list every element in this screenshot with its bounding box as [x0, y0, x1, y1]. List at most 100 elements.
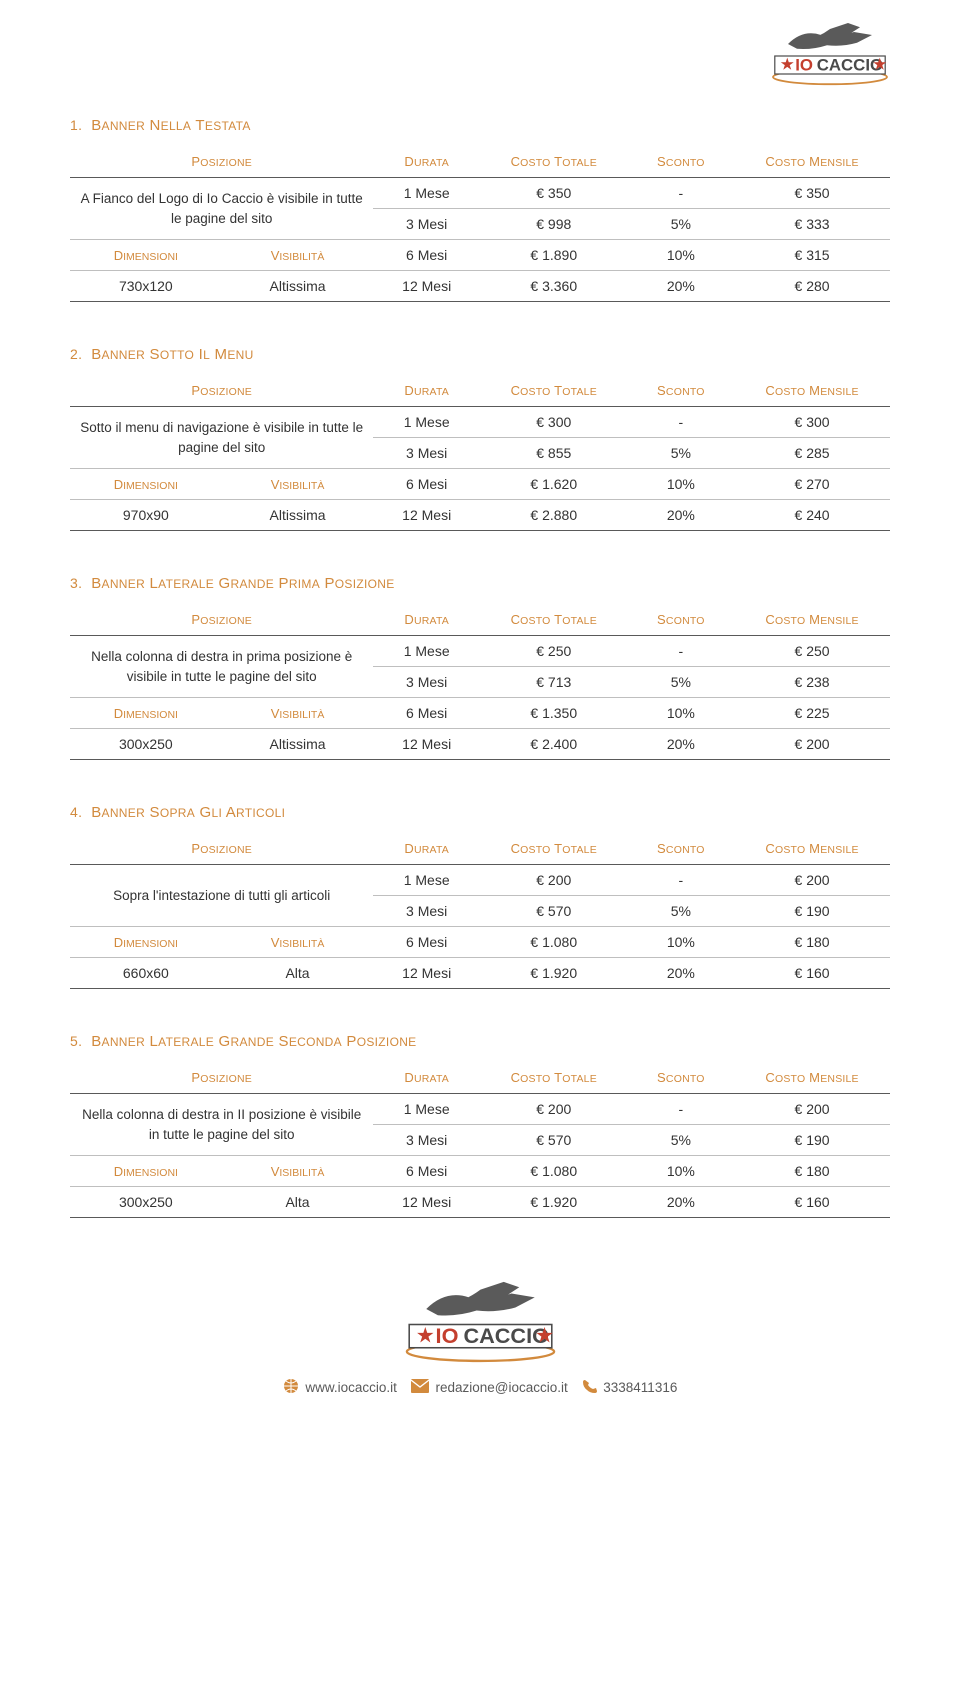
dimensioni-value: 300x250 [70, 729, 222, 760]
footer-logo: ★ IO CACCIO ★ [70, 1278, 890, 1366]
col-header: POSIZIONE [70, 377, 373, 407]
col-header: COSTO MENSILE [734, 148, 890, 178]
cell-durata: 6 Mesi [373, 698, 480, 729]
position-description: A Fianco del Logo di Io Caccio è visibil… [70, 178, 373, 240]
visibilita-value: Alta [222, 1187, 374, 1218]
footer-email: redazione@iocaccio.it [435, 1380, 567, 1395]
dimensioni-value: 300x250 [70, 1187, 222, 1218]
cell-mensile: € 160 [734, 1187, 890, 1218]
svg-text:IO: IO [435, 1323, 458, 1348]
col-header: SCONTO [628, 606, 735, 636]
cell-totale: € 570 [480, 1125, 628, 1156]
cell-sconto: 10% [628, 927, 735, 958]
cell-mensile: € 270 [734, 469, 890, 500]
col-header: POSIZIONE [70, 606, 373, 636]
pricing-section: 5. BANNER LATERALE GRANDE SECONDA POSIZI… [70, 1033, 890, 1218]
cell-mensile: € 333 [734, 209, 890, 240]
dimensioni-label: DIMENSIONI [70, 469, 222, 500]
cell-totale: € 350 [480, 178, 628, 209]
col-header: COSTO MENSILE [734, 377, 890, 407]
section-title: 1. BANNER NELLA TESTATA [70, 117, 890, 134]
cell-durata: 6 Mesi [373, 927, 480, 958]
cell-durata: 1 Mese [373, 636, 480, 667]
cell-durata: 1 Mese [373, 407, 480, 438]
dimensioni-value: 730x120 [70, 271, 222, 302]
cell-sconto: - [628, 865, 735, 896]
pricing-table: POSIZIONEDURATACOSTO TOTALESCONTOCOSTO M… [70, 835, 890, 989]
cell-mensile: € 180 [734, 927, 890, 958]
col-header: SCONTO [628, 835, 735, 865]
cell-sconto: 10% [628, 469, 735, 500]
col-header: COSTO TOTALE [480, 1064, 628, 1094]
dimensioni-label: DIMENSIONI [70, 240, 222, 271]
svg-text:IO: IO [795, 55, 813, 74]
table-row: DIMENSIONIVISIBILITÀ6 Mesi€ 1.08010%€ 18… [70, 927, 890, 958]
visibilita-label: VISIBILITÀ [222, 927, 374, 958]
visibilita-value: Altissima [222, 500, 374, 531]
cell-sconto: 10% [628, 698, 735, 729]
col-header: DURATA [373, 606, 480, 636]
svg-text:★: ★ [416, 1325, 433, 1346]
table-row: DIMENSIONIVISIBILITÀ6 Mesi€ 1.89010%€ 31… [70, 240, 890, 271]
section-title: 4. BANNER SOPRA GLI ARTICOLI [70, 804, 890, 821]
cell-sconto: 20% [628, 958, 735, 989]
visibilita-value: Altissima [222, 729, 374, 760]
col-header: COSTO TOTALE [480, 835, 628, 865]
cell-totale: € 1.890 [480, 240, 628, 271]
table-row: 970x90Altissima12 Mesi€ 2.88020%€ 240 [70, 500, 890, 531]
cell-durata: 1 Mese [373, 1094, 480, 1125]
table-row: DIMENSIONIVISIBILITÀ6 Mesi€ 1.62010%€ 27… [70, 469, 890, 500]
cell-mensile: € 350 [734, 178, 890, 209]
table-row: Sotto il menu di navigazione è visibile … [70, 407, 890, 438]
phone-icon [582, 1379, 597, 1397]
cell-totale: € 300 [480, 407, 628, 438]
cell-durata: 12 Mesi [373, 500, 480, 531]
col-header: POSIZIONE [70, 1064, 373, 1094]
col-header: COSTO MENSILE [734, 606, 890, 636]
svg-text:★: ★ [536, 1325, 553, 1346]
cell-totale: € 570 [480, 896, 628, 927]
cell-totale: € 200 [480, 865, 628, 896]
cell-totale: € 1.920 [480, 958, 628, 989]
cell-sconto: 5% [628, 438, 735, 469]
position-description: Nella colonna di destra in II posizione … [70, 1094, 373, 1156]
col-header: POSIZIONE [70, 835, 373, 865]
col-header: COSTO MENSILE [734, 835, 890, 865]
cell-durata: 12 Mesi [373, 729, 480, 760]
cell-mensile: € 300 [734, 407, 890, 438]
cell-mensile: € 160 [734, 958, 890, 989]
cell-durata: 3 Mesi [373, 1125, 480, 1156]
cell-mensile: € 285 [734, 438, 890, 469]
cell-durata: 6 Mesi [373, 1156, 480, 1187]
dimensioni-label: DIMENSIONI [70, 927, 222, 958]
footer-website: www.iocaccio.it [305, 1380, 397, 1395]
svg-text:★: ★ [781, 57, 794, 73]
cell-mensile: € 250 [734, 636, 890, 667]
cell-durata: 12 Mesi [373, 958, 480, 989]
cell-mensile: € 200 [734, 865, 890, 896]
cell-durata: 3 Mesi [373, 209, 480, 240]
section-title: 3. BANNER LATERALE GRANDE PRIMA POSIZION… [70, 575, 890, 592]
cell-sconto: 20% [628, 271, 735, 302]
cell-durata: 1 Mese [373, 865, 480, 896]
svg-text:★: ★ [873, 57, 886, 73]
cell-sconto: 10% [628, 1156, 735, 1187]
col-header: COSTO TOTALE [480, 148, 628, 178]
cell-mensile: € 190 [734, 896, 890, 927]
cell-totale: € 998 [480, 209, 628, 240]
cell-mensile: € 225 [734, 698, 890, 729]
cell-durata: 6 Mesi [373, 240, 480, 271]
cell-totale: € 2.400 [480, 729, 628, 760]
col-header: COSTO MENSILE [734, 1064, 890, 1094]
dimensioni-label: DIMENSIONI [70, 698, 222, 729]
pricing-section: 1. BANNER NELLA TESTATAPOSIZIONEDURATACO… [70, 117, 890, 302]
cell-durata: 3 Mesi [373, 896, 480, 927]
pricing-section: 3. BANNER LATERALE GRANDE PRIMA POSIZION… [70, 575, 890, 760]
cell-durata: 6 Mesi [373, 469, 480, 500]
cell-mensile: € 200 [734, 1094, 890, 1125]
dimensioni-label: DIMENSIONI [70, 1156, 222, 1187]
table-row: Sopra l'intestazione di tutti gli artico… [70, 865, 890, 896]
col-header: DURATA [373, 835, 480, 865]
cell-sconto: 20% [628, 729, 735, 760]
cell-durata: 3 Mesi [373, 438, 480, 469]
